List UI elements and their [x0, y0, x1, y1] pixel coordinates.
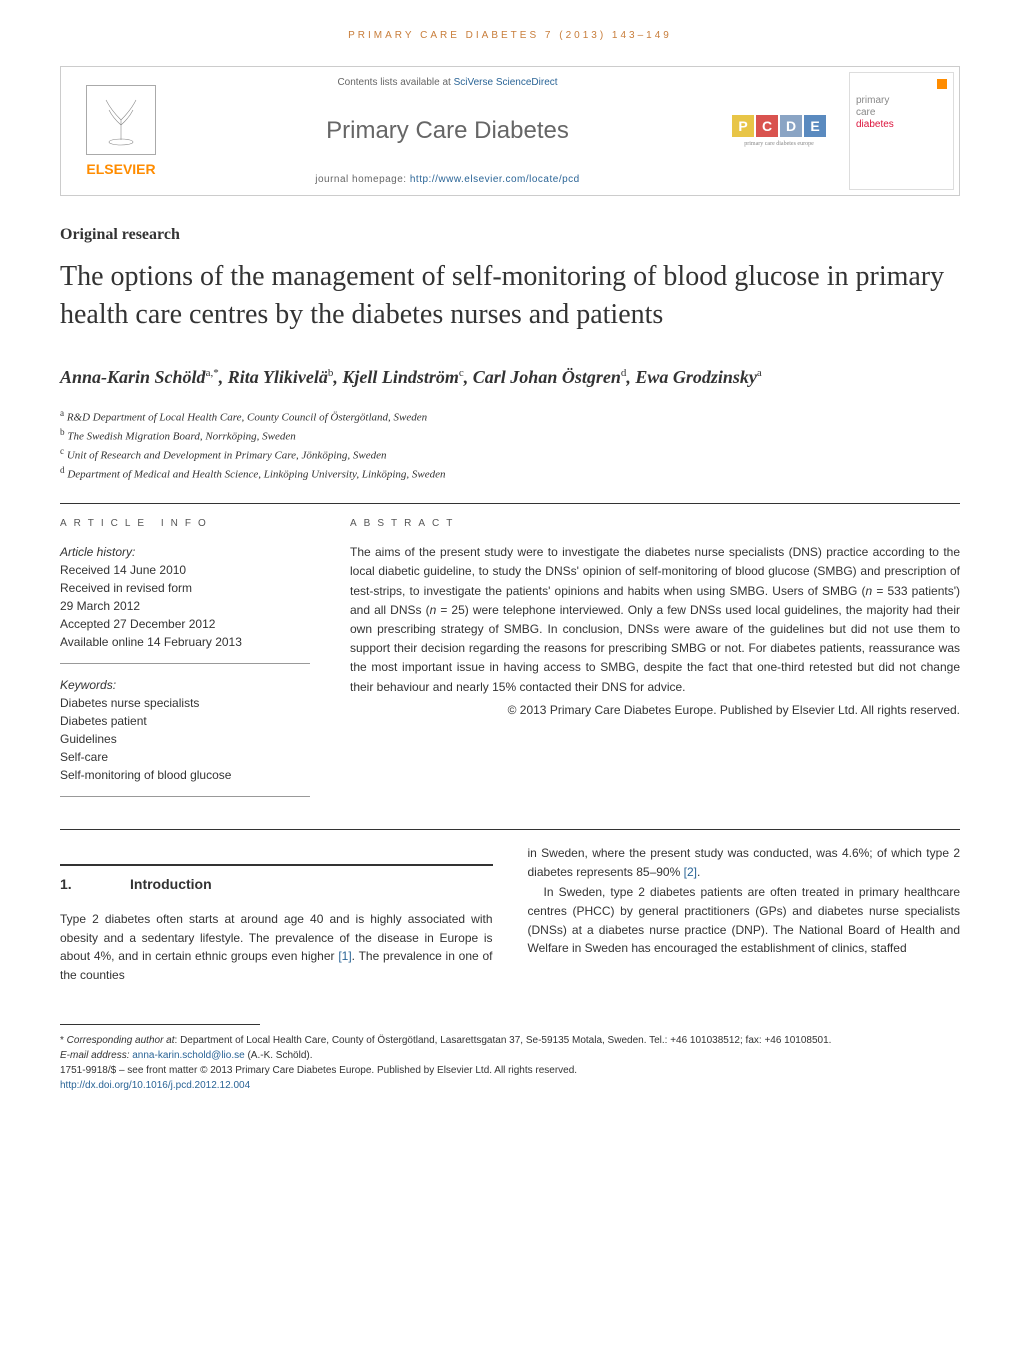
- email-link[interactable]: anna-karin.schold@lio.se: [132, 1050, 244, 1061]
- corresponding-text: : Department of Local Health Care, Count…: [175, 1035, 832, 1046]
- email-label: E-mail address:: [60, 1050, 132, 1061]
- pcde-c: C: [756, 115, 778, 137]
- keyword: Self-monitoring of blood glucose: [60, 766, 310, 784]
- contents-prefix: Contents lists available at: [337, 77, 453, 88]
- article-type: Original research: [60, 226, 960, 244]
- copyright-line: © 2013 Primary Care Diabetes Europe. Pub…: [350, 703, 960, 717]
- authors: Anna-Karin Schölda,*, Rita Ylikiveläb, K…: [60, 364, 960, 391]
- homepage-prefix: journal homepage:: [315, 174, 410, 185]
- homepage-line: journal homepage: http://www.elsevier.co…: [315, 174, 579, 185]
- body-columns: 1. Introduction Type 2 diabetes often st…: [60, 844, 960, 984]
- sciencedirect-link[interactable]: SciVerse ScienceDirect: [454, 77, 558, 88]
- cover-title: primary care diabetes: [856, 95, 947, 131]
- divider-top: [60, 503, 960, 504]
- section-1-heading: 1. Introduction: [60, 864, 493, 896]
- keyword: Diabetes patient: [60, 712, 310, 730]
- body-col-left: 1. Introduction Type 2 diabetes often st…: [60, 844, 493, 984]
- intro-text-2a: in Sweden, where the present study was c…: [528, 846, 961, 879]
- accepted-date: Accepted 27 December 2012: [60, 615, 310, 633]
- intro-text-2b: .: [697, 865, 700, 879]
- corresponding-label: Corresponding author at: [67, 1035, 175, 1046]
- history-label: Article history:: [60, 543, 310, 561]
- keywords-block: Keywords: Diabetes nurse specialistsDiab…: [60, 676, 310, 784]
- article-title: The options of the management of self-mo…: [60, 258, 960, 334]
- ref-2-link[interactable]: [2]: [684, 865, 697, 879]
- pcde-e: E: [804, 115, 826, 137]
- doi-link[interactable]: http://dx.doi.org/10.1016/j.pcd.2012.12.…: [60, 1080, 250, 1091]
- cover-line3: diabetes: [856, 119, 894, 130]
- affiliation: c Unit of Research and Development in Pr…: [60, 445, 960, 464]
- footer: * Corresponding author at: Department of…: [60, 1033, 960, 1093]
- info-divider: [60, 663, 310, 664]
- corresponding-author: * Corresponding author at: Department of…: [60, 1033, 960, 1048]
- affiliation: d Department of Medical and Health Scien…: [60, 464, 960, 483]
- homepage-link[interactable]: http://www.elsevier.com/locate/pcd: [410, 174, 580, 185]
- section-1-title: Introduction: [130, 874, 212, 896]
- section-1-number: 1.: [60, 874, 130, 896]
- journal-header: ELSEVIER Contents lists available at Sci…: [60, 66, 960, 196]
- keyword: Diabetes nurse specialists: [60, 694, 310, 712]
- info-divider-2: [60, 796, 310, 797]
- contents-available-line: Contents lists available at SciVerse Sci…: [337, 77, 557, 88]
- pcde-subtitle: primary care diabetes europe: [744, 141, 813, 147]
- elsevier-block: ELSEVIER: [61, 67, 181, 195]
- online-date: Available online 14 February 2013: [60, 633, 310, 651]
- header-center: Contents lists available at SciVerse Sci…: [181, 67, 714, 195]
- keyword: Self-care: [60, 748, 310, 766]
- article-info-label: ARTICLE INFO: [60, 518, 310, 529]
- affiliations: a R&D Department of Local Health Care, C…: [60, 407, 960, 484]
- article-history: Article history: Received 14 June 2010 R…: [60, 543, 310, 651]
- email-line: E-mail address: anna-karin.schold@lio.se…: [60, 1048, 960, 1063]
- keyword: Guidelines: [60, 730, 310, 748]
- ref-1-link[interactable]: [1]: [338, 949, 351, 963]
- affiliation: b The Swedish Migration Board, Norrköpin…: [60, 426, 960, 445]
- running-head: PRIMARY CARE DIABETES 7 (2013) 143–149: [60, 30, 960, 41]
- pcde-d: D: [780, 115, 802, 137]
- body-col-right: in Sweden, where the present study was c…: [528, 844, 961, 984]
- revised-date: 29 March 2012: [60, 597, 310, 615]
- abstract-column: ABSTRACT The aims of the present study w…: [350, 518, 960, 809]
- affiliation: a R&D Department of Local Health Care, C…: [60, 407, 960, 426]
- journal-name: Primary Care Diabetes: [326, 117, 569, 145]
- article-info-column: ARTICLE INFO Article history: Received 1…: [60, 518, 310, 809]
- elsevier-logo-text: ELSEVIER: [86, 161, 155, 177]
- email-name: (A.-K. Schöld).: [245, 1050, 313, 1061]
- intro-para-1: Type 2 diabetes often starts at around a…: [60, 910, 493, 984]
- keywords-label: Keywords:: [60, 676, 310, 694]
- elsevier-tree-icon: [86, 85, 156, 155]
- intro-para-1-cont: in Sweden, where the present study was c…: [528, 844, 961, 881]
- cover-line2: care: [856, 107, 875, 118]
- intro-para-2: In Sweden, type 2 diabetes patients are …: [528, 883, 961, 957]
- journal-cover: primary care diabetes: [849, 72, 954, 190]
- abstract-text: The aims of the present study were to in…: [350, 543, 960, 697]
- abstract-label: ABSTRACT: [350, 518, 960, 529]
- pcde-logo: P C D E: [732, 115, 826, 137]
- info-abstract-row: ARTICLE INFO Article history: Received 1…: [60, 518, 960, 809]
- pcde-p: P: [732, 115, 754, 137]
- issn-line: 1751-9918/$ – see front matter © 2013 Pr…: [60, 1063, 960, 1078]
- received-date: Received 14 June 2010: [60, 561, 310, 579]
- cover-corner-icon: [937, 79, 947, 89]
- cover-line1: primary: [856, 95, 889, 106]
- pcde-logo-block: P C D E primary care diabetes europe: [714, 67, 844, 195]
- divider-bottom: [60, 829, 960, 830]
- footer-divider: [60, 1024, 260, 1025]
- revised-label: Received in revised form: [60, 579, 310, 597]
